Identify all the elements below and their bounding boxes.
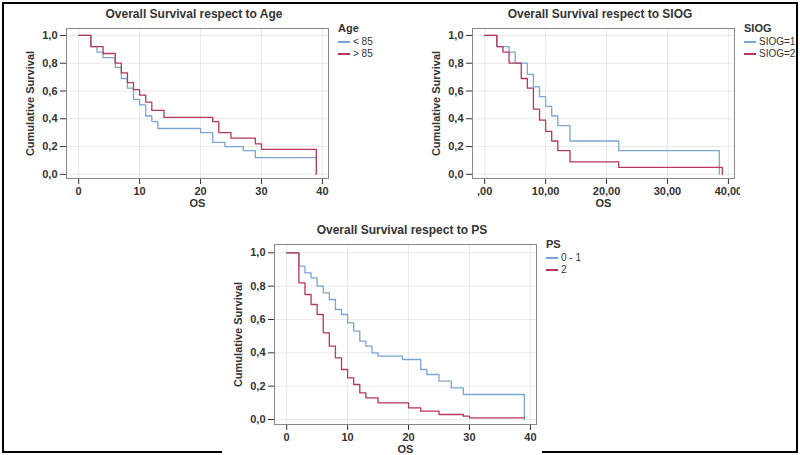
svg-text:OS: OS xyxy=(398,443,414,455)
svg-text:0,8: 0,8 xyxy=(448,57,463,69)
svg-text:40: 40 xyxy=(524,431,536,443)
svg-text:0,0: 0,0 xyxy=(448,168,463,180)
html-text:SIOG=1: SIOG=1 xyxy=(759,36,796,47)
svg-text:Cumulative Survival: Cumulative Survival xyxy=(430,51,442,156)
html-text:Overall Survival respect to Ag: Overall Survival respect to Age xyxy=(105,7,283,21)
svg-text:1,0: 1,0 xyxy=(250,246,265,258)
html-text:0 - 1: 0 - 1 xyxy=(561,252,581,263)
svg-text:0,4: 0,4 xyxy=(448,112,464,124)
html-text:SIOG: SIOG xyxy=(744,22,772,34)
html-text:Overall Survival respect to PS: Overall Survival respect to PS xyxy=(316,223,488,237)
svg-text:Cumulative Survival: Cumulative Survival xyxy=(232,282,244,387)
html-text:SIOG=2: SIOG=2 xyxy=(759,48,796,59)
svg-text:OS: OS xyxy=(190,197,206,209)
svg-text:0,6: 0,6 xyxy=(250,313,265,325)
svg-text:20: 20 xyxy=(402,431,414,443)
html-text:PS: PS xyxy=(546,238,561,250)
svg-text:10: 10 xyxy=(341,431,353,443)
svg-text:Cumulative Survival: Cumulative Survival xyxy=(24,51,36,156)
svg-text:10,00: 10,00 xyxy=(532,185,560,197)
svg-text:40,00: 40,00 xyxy=(715,185,740,197)
svg-text:1,0: 1,0 xyxy=(42,29,57,41)
svg-text:0,2: 0,2 xyxy=(42,140,57,152)
svg-text:30: 30 xyxy=(255,185,267,197)
html-text:Age: Age xyxy=(338,22,359,34)
svg-text:0,8: 0,8 xyxy=(250,280,265,292)
svg-text:0,0: 0,0 xyxy=(250,413,265,425)
svg-text:0,6: 0,6 xyxy=(42,85,57,97)
svg-text:0,0: 0,0 xyxy=(42,168,57,180)
svg-text:1,0: 1,0 xyxy=(448,29,463,41)
svg-text:30,00: 30,00 xyxy=(654,185,682,197)
svg-text:40: 40 xyxy=(316,185,328,197)
svg-text:OS: OS xyxy=(596,197,612,209)
html-text:> 85: > 85 xyxy=(353,48,373,59)
svg-text:0,4: 0,4 xyxy=(250,346,266,358)
svg-text:0,2: 0,2 xyxy=(448,140,463,152)
html-text:2: 2 xyxy=(561,264,567,275)
svg-text:0,8: 0,8 xyxy=(42,57,57,69)
svg-text:0,6: 0,6 xyxy=(448,85,463,97)
svg-text:0: 0 xyxy=(284,431,290,443)
svg-text:20,00: 20,00 xyxy=(593,185,621,197)
html-text:< 85: < 85 xyxy=(353,36,373,47)
svg-text:0,4: 0,4 xyxy=(42,112,58,124)
svg-text:10: 10 xyxy=(133,185,145,197)
html-text:Overall Survival respect to SI: Overall Survival respect to SIOG xyxy=(507,7,693,21)
svg-text:0: 0 xyxy=(76,185,82,197)
svg-text:,00: ,00 xyxy=(477,185,492,197)
svg-text:30: 30 xyxy=(463,431,475,443)
svg-text:20: 20 xyxy=(194,185,206,197)
svg-text:0,2: 0,2 xyxy=(250,380,265,392)
